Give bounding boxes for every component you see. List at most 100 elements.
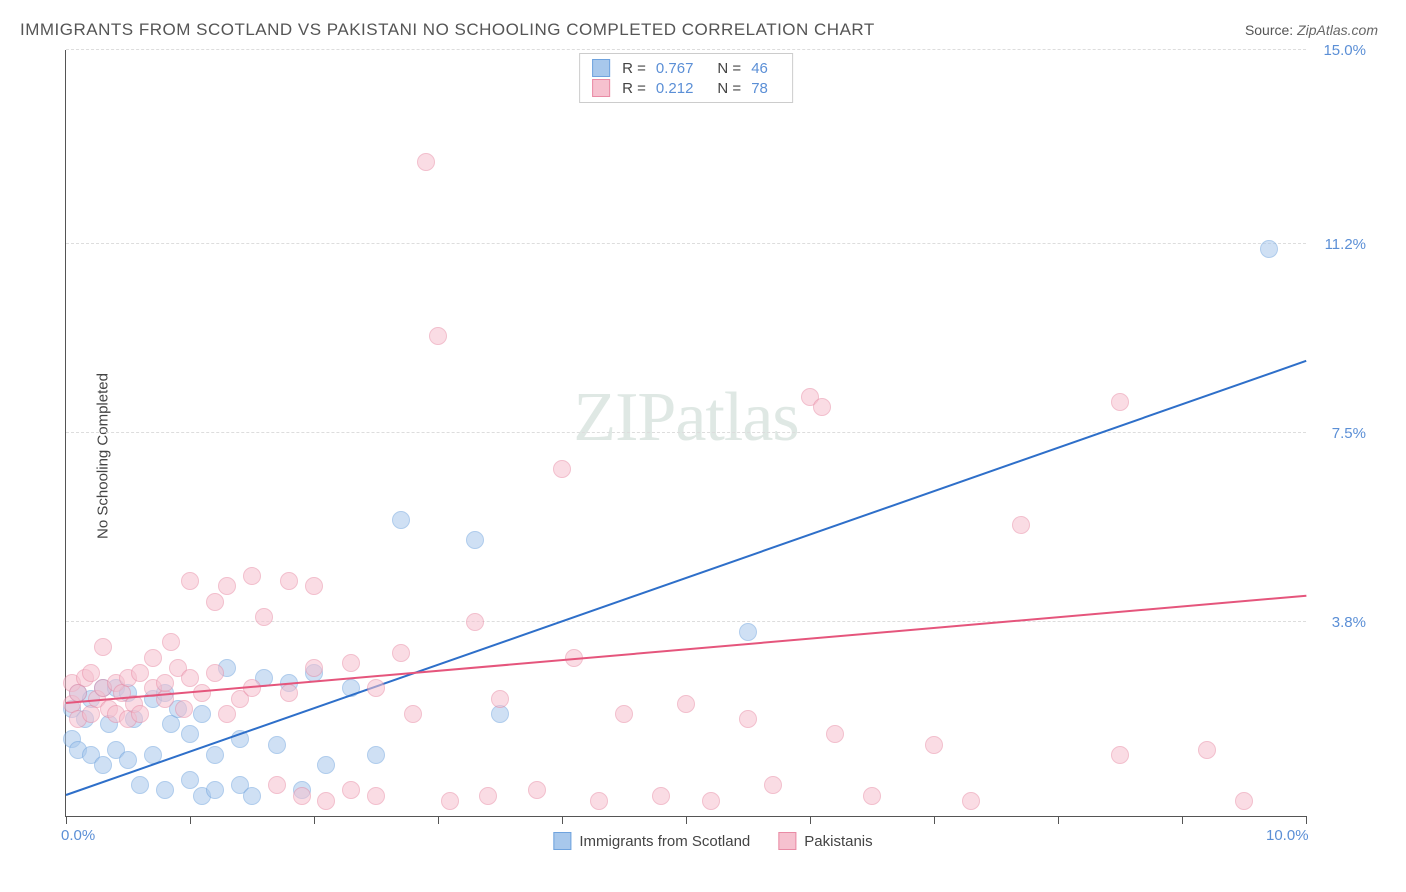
scatter-point-scotland [156, 781, 174, 799]
legend-swatch-pakistani [592, 79, 610, 97]
scatter-point-pakistani [131, 664, 149, 682]
scatter-point-pakistani [280, 572, 298, 590]
scatter-point-scotland [181, 771, 199, 789]
scatter-point-scotland [193, 705, 211, 723]
scatter-point-pakistani [82, 664, 100, 682]
stat-label-r: R = [622, 60, 646, 77]
scatter-point-pakistani [175, 700, 193, 718]
scatter-point-pakistani [305, 577, 323, 595]
scatter-point-pakistani [466, 613, 484, 631]
x-tick [686, 816, 687, 824]
watermark-zip: ZIP [573, 379, 675, 456]
legend-label: Immigrants from Scotland [579, 833, 750, 850]
stat-n-pakistani: 78 [751, 80, 768, 97]
scatter-point-pakistani [590, 792, 608, 810]
scatter-point-pakistani [764, 776, 782, 794]
legend-stats: R = 0.767 N = 46 R = 0.212 N = 78 [579, 53, 793, 103]
legend-series: Immigrants from Scotland Pakistanis [553, 832, 872, 850]
scatter-point-pakistani [441, 792, 459, 810]
scatter-point-scotland [268, 736, 286, 754]
scatter-point-scotland [367, 746, 385, 764]
legend-item-pakistani: Pakistanis [778, 832, 872, 850]
plot-area: ZIPatlas R = 0.767 N = 46 R = 0.212 N = … [65, 50, 1306, 817]
scatter-point-pakistani [1111, 393, 1129, 411]
source-value: ZipAtlas.com [1297, 22, 1378, 38]
scatter-point-pakistani [479, 787, 497, 805]
scatter-point-pakistani [342, 654, 360, 672]
scatter-point-pakistani [553, 460, 571, 478]
scatter-point-pakistani [491, 690, 509, 708]
stat-r-pakistani: 0.212 [656, 80, 694, 97]
x-tick [1058, 816, 1059, 824]
legend-swatch-scotland [553, 832, 571, 850]
scatter-point-pakistani [280, 684, 298, 702]
scatter-point-scotland [243, 787, 261, 805]
scatter-point-scotland [317, 756, 335, 774]
scatter-point-pakistani [528, 781, 546, 799]
source-label: Source: [1245, 22, 1293, 38]
scatter-point-pakistani [144, 649, 162, 667]
scatter-point-pakistani [367, 679, 385, 697]
trend-line-pakistani [66, 594, 1306, 703]
x-tick [314, 816, 315, 824]
scatter-point-pakistani [1012, 516, 1030, 534]
scatter-point-pakistani [181, 669, 199, 687]
x-tick [1182, 816, 1183, 824]
scatter-point-pakistani [243, 567, 261, 585]
scatter-point-pakistani [367, 787, 385, 805]
gridline [66, 432, 1306, 433]
scatter-point-pakistani [925, 736, 943, 754]
scatter-point-scotland [1260, 240, 1278, 258]
scatter-point-scotland [206, 746, 224, 764]
scatter-point-pakistani [218, 705, 236, 723]
scatter-point-pakistani [342, 781, 360, 799]
x-tick [810, 816, 811, 824]
scatter-point-scotland [94, 756, 112, 774]
watermark: ZIPatlas [573, 378, 798, 458]
scatter-point-pakistani [962, 792, 980, 810]
source-attribution: Source: ZipAtlas.com [1245, 22, 1378, 38]
y-tick-label: 15.0% [1323, 42, 1366, 59]
scatter-point-pakistani [652, 787, 670, 805]
scatter-point-pakistani [255, 608, 273, 626]
x-tick [190, 816, 191, 824]
chart-title: IMMIGRANTS FROM SCOTLAND VS PAKISTANI NO… [20, 20, 875, 40]
stat-label-n: N = [717, 80, 741, 97]
gridline [66, 243, 1306, 244]
scatter-point-pakistani [206, 593, 224, 611]
scatter-point-pakistani [268, 776, 286, 794]
x-tick [66, 816, 67, 824]
y-tick-label: 11.2% [1325, 236, 1366, 253]
x-tick-label: 10.0% [1266, 827, 1309, 844]
scatter-point-scotland [491, 705, 509, 723]
stat-n-scotland: 46 [751, 60, 768, 77]
x-tick [934, 816, 935, 824]
legend-stats-row: R = 0.212 N = 78 [592, 78, 780, 98]
scatter-point-pakistani [404, 705, 422, 723]
legend-swatch-pakistani [778, 832, 796, 850]
x-tick-label: 0.0% [61, 827, 95, 844]
x-tick [438, 816, 439, 824]
watermark-atlas: atlas [675, 379, 798, 456]
scatter-point-scotland [119, 751, 137, 769]
scatter-point-pakistani [317, 792, 335, 810]
stat-label-n: N = [717, 60, 741, 77]
scatter-point-pakistani [131, 705, 149, 723]
scatter-point-pakistani [429, 327, 447, 345]
scatter-point-pakistani [293, 787, 311, 805]
scatter-point-scotland [739, 623, 757, 641]
chart-container: No Schooling Completed ZIPatlas R = 0.76… [50, 50, 1376, 862]
scatter-point-scotland [206, 781, 224, 799]
scatter-point-pakistani [826, 725, 844, 743]
scatter-point-pakistani [156, 674, 174, 692]
scatter-point-pakistani [739, 710, 757, 728]
legend-item-scotland: Immigrants from Scotland [553, 832, 750, 850]
scatter-point-pakistani [417, 153, 435, 171]
scatter-point-scotland [392, 511, 410, 529]
legend-stats-row: R = 0.767 N = 46 [592, 58, 780, 78]
scatter-point-pakistani [206, 664, 224, 682]
scatter-point-pakistani [863, 787, 881, 805]
gridline [66, 621, 1306, 622]
gridline [66, 49, 1306, 50]
stat-label-r: R = [622, 80, 646, 97]
